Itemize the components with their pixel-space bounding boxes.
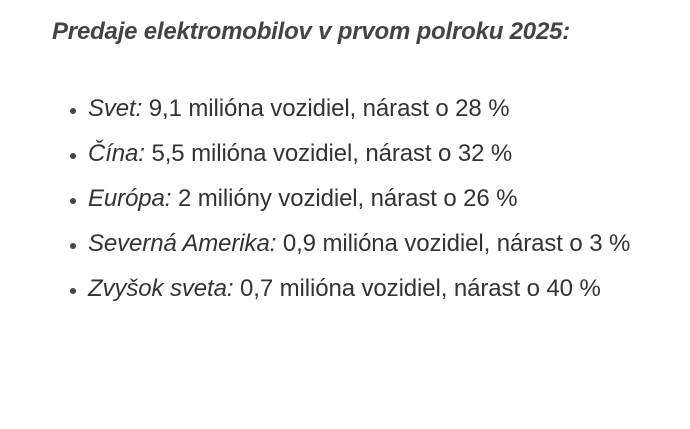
title: Predaje elektromobilov v prvom polroku 2… xyxy=(52,18,571,45)
list-item: Zvyšok sveta: 0,7 milióna vozidiel, nára… xyxy=(88,266,638,311)
item-text: 0,7 milióna vozidiel, nárast o 40 % xyxy=(240,275,601,302)
region-label: Svet: xyxy=(88,95,143,122)
item-text: 9,1 milióna vozidiel, nárast o 28 % xyxy=(148,95,510,122)
list-item: Svet: 9,1 milióna vozidiel, nárast o 28 … xyxy=(88,86,638,131)
list-item: Čína: 5,5 milióna vozidiel, nárast o 32 … xyxy=(88,131,638,176)
region-label: Zvyšok sveta: xyxy=(88,275,234,302)
list-item: Severná Amerika: 0,9 milióna vozidiel, n… xyxy=(88,221,638,266)
region-label: Severná Amerika: xyxy=(88,230,277,257)
region-label: Európa: xyxy=(88,185,172,212)
ev-sales-list: Svet: 9,1 milióna vozidiel, nárast o 28 … xyxy=(88,86,638,311)
region-label: Čína: xyxy=(88,140,145,167)
item-text: 2 milióny vozidiel, nárast o 26 % xyxy=(177,185,518,212)
list-item: Európa: 2 milióny vozidiel, nárast o 26 … xyxy=(88,176,638,221)
item-text: 0,9 milióna vozidiel, nárast o 3 % xyxy=(282,230,631,257)
item-text: 5,5 milióna vozidiel, nárast o 32 % xyxy=(151,140,513,167)
